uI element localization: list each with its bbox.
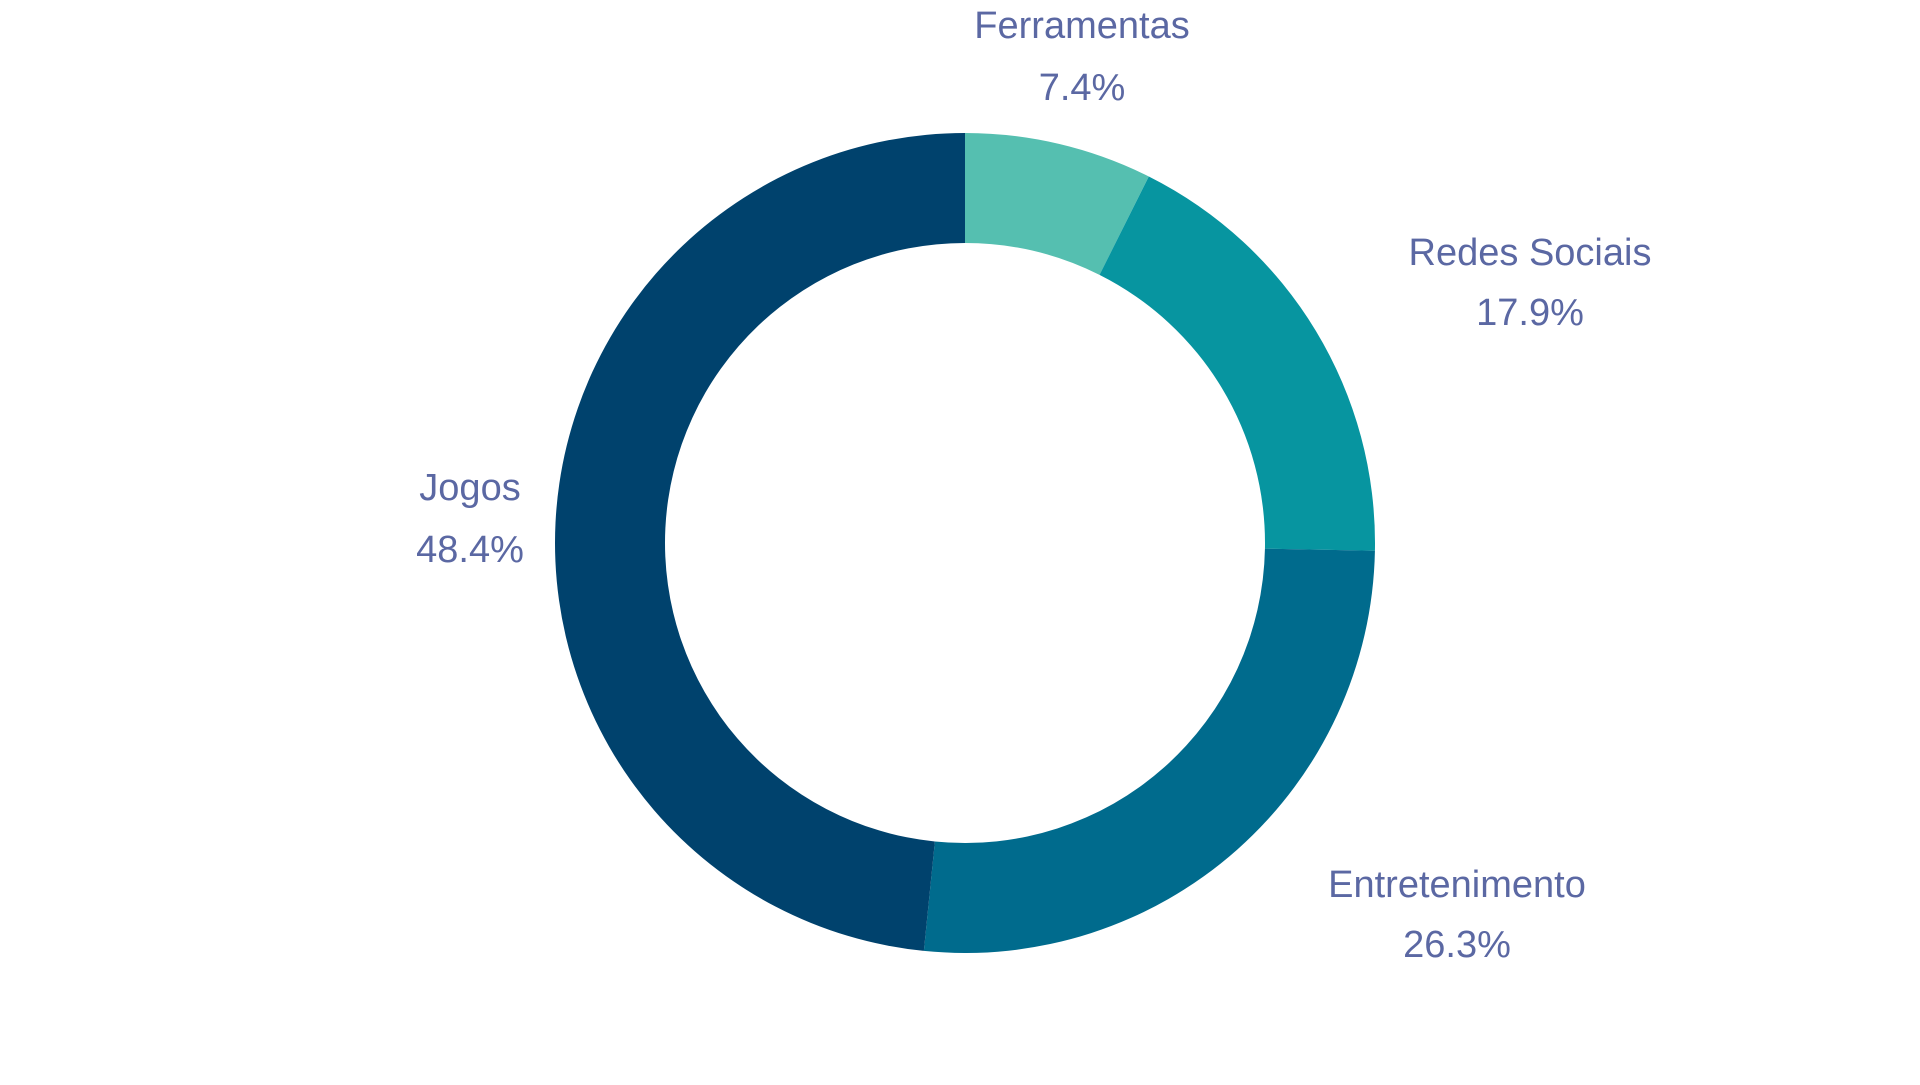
slices-layer bbox=[555, 133, 1375, 953]
slice-entretenimento bbox=[923, 548, 1375, 953]
slice-jogos bbox=[555, 133, 965, 951]
slice-label: Redes Sociais bbox=[1409, 232, 1652, 274]
slice-label: Ferramentas bbox=[974, 5, 1189, 47]
slice-redes-sociais bbox=[1099, 176, 1375, 551]
slice-ferramentas bbox=[965, 133, 1149, 275]
labels-layer: Ferramentas 7.4% Redes Sociais 17.9% Entrete… bbox=[416, 5, 1651, 966]
slice-label: Jogos bbox=[419, 467, 520, 509]
slice-value-label: 7.4% bbox=[1039, 67, 1126, 109]
slice-value-label: 17.9% bbox=[1476, 292, 1584, 334]
slice-value-label: 26.3% bbox=[1403, 924, 1511, 966]
slice-label: Entretenimento bbox=[1328, 864, 1586, 906]
slice-value-label: 48.4% bbox=[416, 529, 524, 571]
